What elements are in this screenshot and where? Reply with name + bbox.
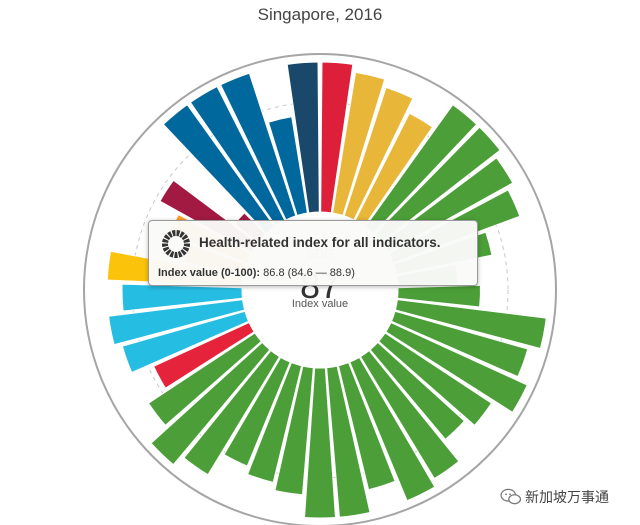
outer-ring xyxy=(83,53,557,525)
center-label: Index value xyxy=(292,298,348,310)
tooltip: Health-related index for all indicators.… xyxy=(148,220,478,286)
chart-title: Singapore, 2016 xyxy=(257,5,383,24)
tooltip-ring-segment xyxy=(162,246,170,252)
tooltip-ring-icon xyxy=(162,230,190,258)
tooltip-ring-segment xyxy=(162,243,169,248)
tooltip-ring-segment xyxy=(183,238,190,243)
tooltip-ring-segment xyxy=(176,230,181,237)
tooltip-value-label: Index value (0-100): xyxy=(158,267,261,279)
tooltip-ring-segment xyxy=(179,231,185,238)
watermark: 新加坡万事通 xyxy=(500,486,609,508)
tooltip-ring-segment xyxy=(169,251,175,258)
tooltip-ring-segment xyxy=(162,238,169,243)
tooltip-ring-segment xyxy=(174,251,178,258)
reference-ring xyxy=(131,101,509,479)
tooltip-ring-segment xyxy=(182,246,190,252)
tooltip-ring-segment xyxy=(180,249,187,256)
tooltip-body: Index value (0-100): 86.8 (84.6 — 88.9) xyxy=(158,267,355,279)
tooltip-ring-segment xyxy=(167,231,173,238)
tooltip-ring-segment xyxy=(163,234,171,241)
tooltip-ring-segment xyxy=(181,234,189,241)
tooltip-value: 86.8 (84.6 — 88.9) xyxy=(263,267,355,279)
tooltip-ring-segment xyxy=(165,249,172,256)
tooltip-ring-segment xyxy=(183,243,190,248)
tooltip-title: Health-related index for all indicators. xyxy=(199,235,441,250)
tooltip-ring-segment xyxy=(177,251,183,258)
wechat-icon xyxy=(500,488,522,505)
watermark-text: 新加坡万事通 xyxy=(525,490,609,506)
tooltip-ring-segment xyxy=(171,230,176,237)
